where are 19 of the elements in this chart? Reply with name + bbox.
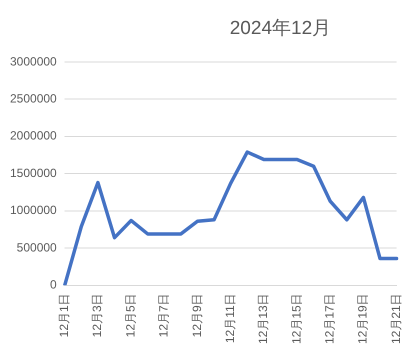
x-tick-label: 12月1日 bbox=[57, 293, 72, 338]
y-tick-label: 2500000 bbox=[10, 92, 58, 106]
x-tick-label: 12月17日 bbox=[322, 293, 337, 344]
y-tick-label: 1500000 bbox=[10, 166, 58, 180]
x-tick-label: 12月13日 bbox=[256, 293, 270, 344]
x-tick-label: 12月7日 bbox=[156, 293, 171, 338]
x-tick-label: 12月19日 bbox=[356, 293, 370, 344]
x-tick-label: 12月21日 bbox=[388, 293, 403, 344]
x-tick-label: 12月3日 bbox=[90, 293, 104, 338]
y-tick-label: 1000000 bbox=[10, 203, 58, 218]
chart-title: 2024年12月 bbox=[230, 18, 332, 40]
x-tick-label: 12月15日 bbox=[289, 293, 304, 344]
x-tick-label: 12月11日 bbox=[222, 293, 237, 344]
x-tick-label: 12月5日 bbox=[123, 293, 138, 338]
y-tick-label: 0 bbox=[50, 278, 58, 292]
y-tick-label: 500000 bbox=[16, 240, 58, 254]
y-tick-label: 2000000 bbox=[10, 128, 58, 143]
x-tick-label: 12月9日 bbox=[190, 293, 204, 338]
y-tick-label: 3000000 bbox=[10, 54, 58, 68]
